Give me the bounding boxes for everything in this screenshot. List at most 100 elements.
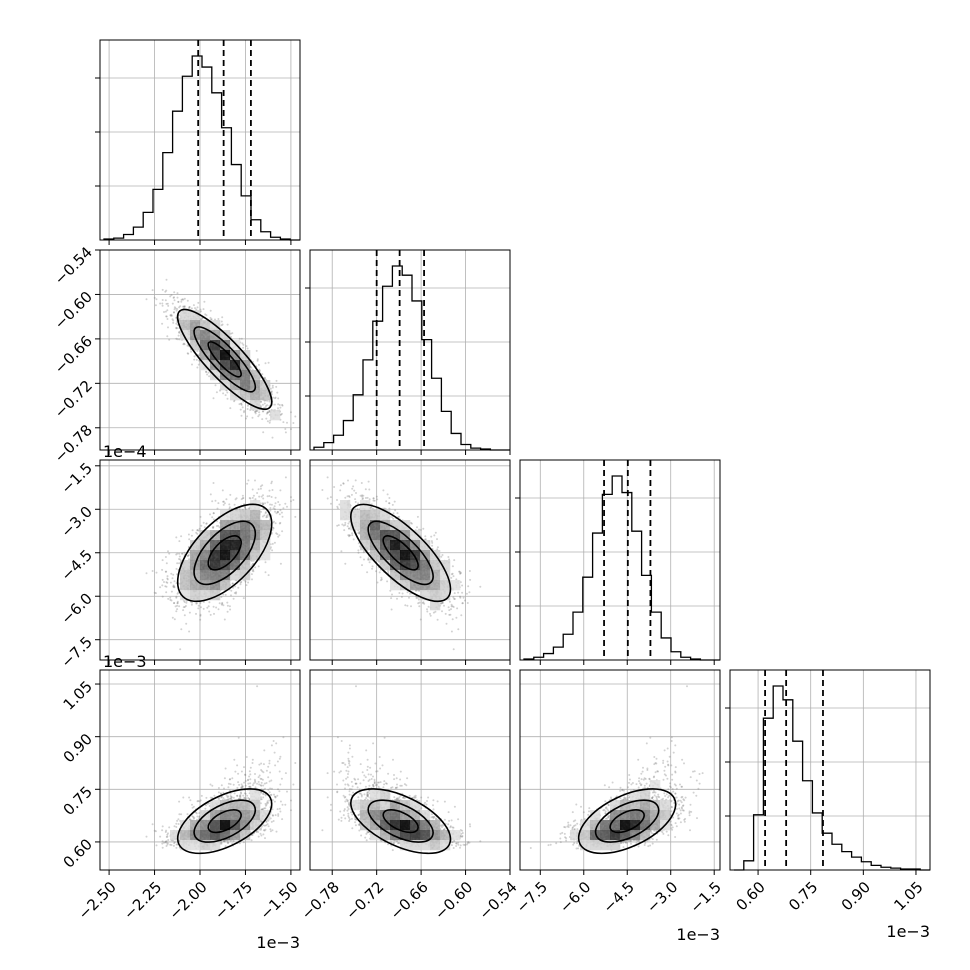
sample-point (159, 302, 162, 305)
sample-point (252, 568, 255, 571)
sample-point (172, 585, 175, 588)
sample-point (180, 628, 183, 631)
sample-point (182, 305, 185, 308)
sample-point (261, 403, 264, 406)
sample-point (251, 569, 254, 572)
density-cell (220, 520, 231, 531)
sample-point (230, 336, 232, 338)
sample-point (169, 314, 172, 317)
density-cell (210, 360, 221, 371)
sample-point (286, 505, 288, 508)
sample-point (173, 602, 175, 605)
sample-point (195, 612, 197, 615)
sample-point (231, 582, 234, 585)
sample-point (165, 302, 168, 305)
scatter-panel-2-0 (95, 459, 301, 665)
sample-point (164, 556, 167, 558)
density-cell (260, 540, 271, 551)
sample-point (223, 618, 226, 621)
sample-point (269, 503, 272, 506)
sample-point (240, 414, 243, 417)
sample-point (272, 526, 274, 529)
sample-point (242, 597, 245, 600)
sample-point (280, 412, 283, 415)
sample-point (216, 507, 219, 510)
sample-point (181, 552, 184, 555)
density-cell (220, 370, 231, 381)
sample-point (261, 410, 264, 413)
sample-point (241, 406, 244, 409)
sample-point (193, 355, 196, 358)
density-cell (180, 310, 191, 321)
sample-point (165, 315, 168, 318)
sample-point (166, 309, 169, 312)
sample-point (209, 493, 212, 496)
sample-point (159, 586, 162, 589)
sample-point (228, 503, 231, 506)
sample-point (161, 559, 164, 562)
sample-point (223, 502, 226, 505)
sample-point (272, 396, 274, 399)
sample-point (222, 500, 225, 503)
sample-point (226, 397, 229, 400)
sample-point (175, 536, 178, 539)
density-cell (190, 320, 201, 331)
sample-point (195, 531, 198, 534)
sample-point (164, 570, 167, 573)
sample-point (207, 371, 210, 374)
sample-point (263, 514, 266, 517)
sample-point (188, 307, 191, 310)
sample-point (167, 304, 170, 307)
sample-point (175, 553, 178, 556)
density-cell (230, 520, 241, 531)
sample-point (284, 502, 287, 505)
sample-point (240, 580, 243, 583)
sample-point (153, 591, 156, 594)
sample-point (278, 534, 281, 537)
sample-point (221, 602, 224, 605)
sample-point (259, 405, 262, 408)
sample-point (190, 307, 193, 310)
sample-point (233, 592, 236, 594)
sample-point (243, 410, 246, 412)
sample-point (165, 585, 168, 588)
sample-point (190, 350, 193, 353)
sample-point (205, 370, 207, 373)
sample-point (208, 375, 211, 378)
sample-point (199, 318, 202, 320)
sample-point (241, 494, 244, 497)
density-cell (250, 400, 261, 411)
sample-point (199, 618, 202, 621)
sample-point (266, 411, 269, 414)
sample-point (183, 551, 186, 554)
sample-point (209, 309, 212, 312)
sample-point (183, 305, 185, 308)
sample-point (168, 552, 171, 555)
density-cell (250, 370, 261, 381)
sample-point (161, 584, 164, 587)
sample-point (202, 607, 205, 610)
sample-point (197, 529, 200, 532)
sample-point (242, 497, 245, 499)
sample-point (271, 384, 274, 387)
sample-point (153, 296, 156, 299)
sample-point (188, 306, 191, 308)
sample-point (215, 391, 218, 394)
sample-point (254, 566, 257, 569)
histogram-step (523, 475, 720, 661)
sample-point (247, 581, 250, 584)
sample-point (213, 612, 215, 615)
sample-point (256, 358, 259, 361)
sample-point (231, 582, 234, 585)
sample-point (212, 512, 215, 515)
sample-point (238, 403, 241, 406)
sample-point (177, 300, 180, 303)
sample-point (178, 338, 181, 341)
sample-point (212, 512, 215, 515)
sample-point (277, 403, 280, 406)
sample-point (281, 403, 284, 406)
sample-point (164, 299, 167, 302)
density-cell (260, 380, 271, 391)
sample-point (222, 604, 225, 607)
hist-panel-2 (515, 459, 721, 665)
